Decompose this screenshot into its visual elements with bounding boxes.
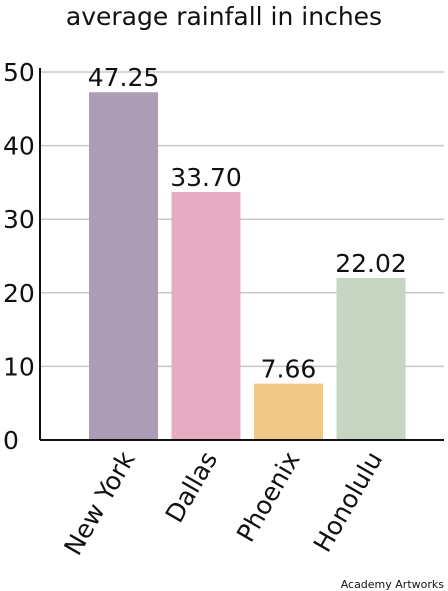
data-label: 7.66 (261, 355, 317, 384)
y-tick-label: 20 (3, 279, 35, 308)
bars (89, 92, 406, 441)
x-tick-label: Honolulu (308, 447, 389, 557)
y-axis-ticks: 0 10 20 30 40 50 (3, 58, 35, 455)
data-label: 33.70 (170, 163, 242, 192)
bar (89, 92, 158, 441)
axes (39, 68, 444, 441)
y-tick-label: 40 (3, 132, 35, 161)
chart-title: average rainfall in inches (66, 2, 382, 31)
data-labels: 47.25 33.70 7.66 22.02 (88, 63, 407, 383)
y-tick-label: 30 (3, 205, 35, 234)
data-label: 47.25 (88, 63, 160, 92)
y-tick-label: 50 (3, 58, 35, 87)
y-tick-label: 0 (3, 426, 19, 455)
data-label: 22.02 (335, 249, 407, 278)
x-tick-label: New York (58, 446, 141, 560)
category-labels: New York Dallas Phoenix Honolulu (58, 446, 388, 560)
y-tick-label: 10 (3, 352, 35, 381)
bar (171, 191, 241, 440)
credit-text: Academy Artworks (341, 578, 445, 591)
bar (254, 383, 323, 440)
x-tick-label: Dallas (160, 447, 224, 528)
bar (336, 277, 406, 440)
x-tick-label: Phoenix (231, 447, 306, 547)
